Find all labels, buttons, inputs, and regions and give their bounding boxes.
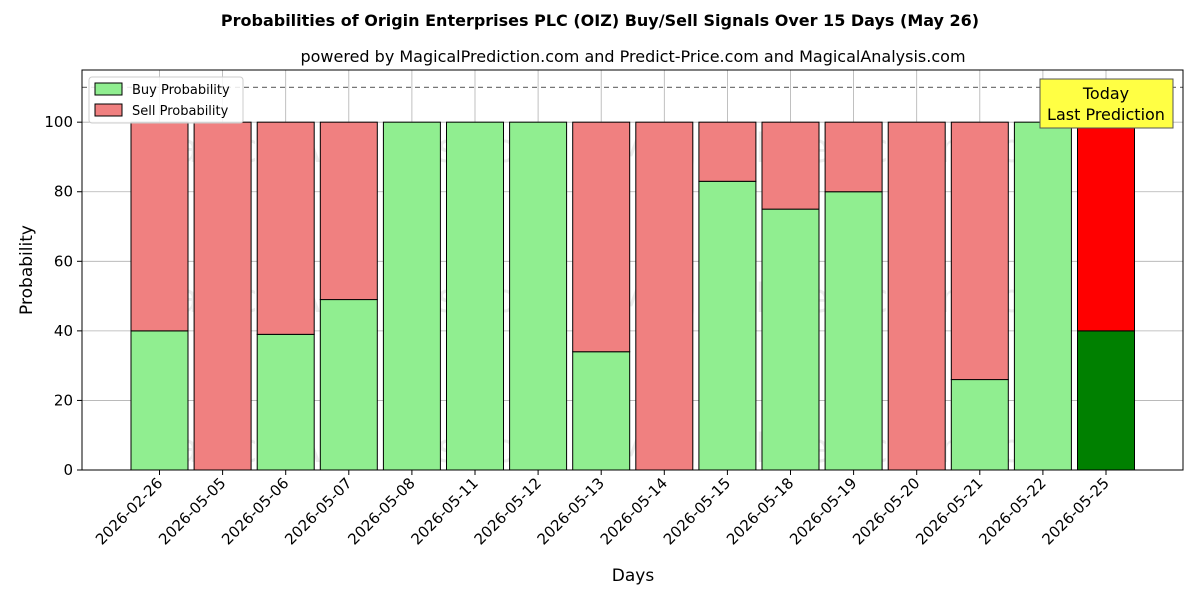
buy-bar [1013, 121, 1072, 471]
x-tick-label: 2026-05-21 [912, 474, 986, 548]
buy-bar [761, 208, 820, 471]
y-tick-label: 20 [54, 391, 73, 409]
x-tick-label: 2026-05-11 [407, 474, 481, 548]
buy-bar [256, 333, 315, 471]
buy-bar [1077, 330, 1135, 471]
buy-bar [130, 330, 189, 471]
sell-bar [319, 121, 378, 301]
x-axis-label: Days [612, 566, 655, 586]
legend-label-sell: Sell Probability [132, 104, 229, 119]
annotation-line-today: Today [1082, 84, 1129, 103]
buy-bar [698, 180, 757, 471]
legend-box [88, 76, 244, 124]
sell-bar [824, 121, 883, 193]
sell-bar [698, 121, 757, 182]
legend-swatch-buy [94, 82, 123, 96]
annotation-line-last-prediction: Last Prediction [1047, 105, 1165, 124]
sell-bar [887, 121, 946, 471]
x-tick-label: 2026-05-13 [534, 474, 608, 548]
x-tick-label: 2026-02-26 [92, 474, 166, 548]
plot-area: MagicalAnalysis.comMagicalPrediction.com… [44, 69, 1184, 548]
x-tick-label: 2026-05-25 [1038, 474, 1112, 548]
buy-bar [509, 121, 568, 471]
x-tick-label: 2026-05-15 [660, 474, 734, 548]
legend-label-buy: Buy Probability [132, 83, 230, 98]
sell-bar [635, 121, 694, 471]
y-tick-label: 100 [44, 113, 73, 131]
buy-bar [446, 121, 504, 471]
sell-bar [193, 121, 252, 471]
x-tick-label: 2026-05-05 [155, 474, 229, 548]
chart-subtitle: powered by MagicalPrediction.com and Pre… [300, 47, 965, 66]
y-tick-label: 0 [63, 461, 73, 479]
buy-bar [824, 191, 883, 471]
sell-bar [1077, 121, 1135, 332]
x-tick-label: 2026-05-22 [975, 474, 1049, 548]
buy-bar [572, 351, 631, 471]
y-tick-label: 60 [54, 252, 73, 270]
x-tick-label: 2026-05-18 [723, 474, 797, 548]
y-tick-label: 40 [54, 322, 73, 340]
buy-bar [950, 379, 1009, 471]
legend-swatch-sell [94, 103, 123, 117]
today-annotation-box [1039, 78, 1174, 129]
buy-bar [382, 121, 441, 471]
x-tick-label: 2026-05-14 [597, 474, 671, 548]
x-tick-label: 2026-05-12 [471, 474, 545, 548]
plot-frame [81, 69, 1184, 471]
sell-bar [950, 121, 1009, 381]
x-tick-label: 2026-05-08 [344, 474, 418, 548]
x-tick-label: 2026-05-19 [786, 474, 860, 548]
x-tick-label: 2026-05-06 [218, 474, 292, 548]
y-tick-label: 80 [54, 183, 73, 201]
y-axis-label: Probability [17, 225, 37, 315]
sell-bar [572, 121, 631, 353]
sell-bar [256, 121, 315, 335]
buy-bar [319, 299, 378, 471]
x-tick-label: 2026-05-20 [849, 474, 923, 548]
x-tick-label: 2026-05-07 [281, 474, 355, 548]
sell-bar [130, 121, 189, 332]
sell-bar [761, 121, 820, 210]
chart-title: Probabilities of Origin Enterprises PLC … [221, 11, 979, 30]
